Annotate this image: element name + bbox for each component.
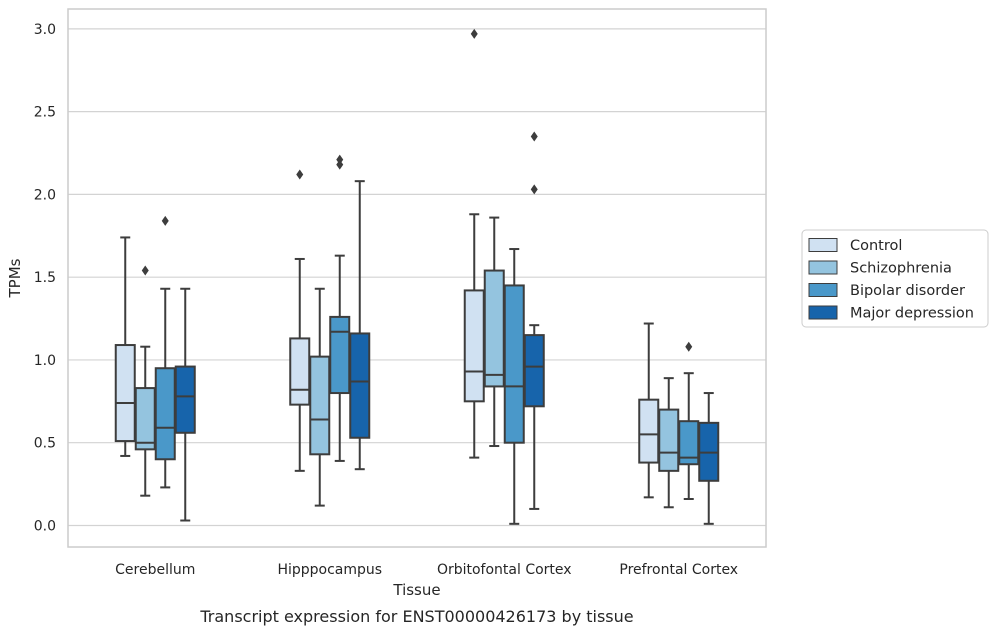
legend-label: Schizophrenia — [850, 261, 952, 277]
legend-frame — [801, 229, 989, 328]
x-axis-ticks: Cerebellum Hipppocampus Orbitofontal Corte… — [115, 562, 738, 578]
box-iqr — [503, 284, 525, 444]
box-iqr — [154, 367, 176, 461]
plot-area-frame — [67, 8, 767, 548]
outlier-point — [336, 154, 344, 165]
box-control — [638, 322, 660, 499]
box-iqr — [114, 344, 136, 443]
box-control — [463, 28, 485, 459]
y-tick-label: 3.0 — [34, 22, 56, 38]
outlier-point — [530, 184, 538, 195]
legend-items: Control Schizophrenia Bipolar disorder Majo… — [808, 238, 974, 322]
outlier-point — [530, 131, 538, 142]
box-iqr — [174, 365, 196, 434]
legend-swatch — [808, 238, 838, 252]
box-major-depression — [349, 180, 371, 471]
box-major-depression — [523, 131, 545, 510]
box-schizophrenia — [134, 265, 156, 497]
box-iqr — [483, 269, 505, 388]
figure-caption: Transcript expression for ENST0000042617… — [199, 607, 633, 626]
legend-swatch — [808, 305, 838, 320]
box-control — [114, 236, 136, 457]
y-axis-label: TPMs — [6, 258, 24, 298]
y-tick-label: 0.5 — [34, 436, 56, 452]
box-schizophrenia — [309, 287, 331, 507]
legend-label: Major depression — [850, 306, 974, 322]
y-tick-label: 1.5 — [34, 270, 56, 286]
box-major-depression — [174, 287, 196, 522]
x-tick-label: Cerebellum — [115, 562, 195, 578]
outlier-point — [470, 28, 478, 39]
outlier-point — [685, 341, 693, 352]
box-bipolar-disorder — [678, 341, 700, 500]
box-iqr — [463, 289, 485, 403]
box-major-depression — [698, 392, 720, 525]
box-schizophrenia — [483, 216, 505, 448]
box-iqr — [638, 398, 660, 464]
outlier-point — [296, 169, 304, 180]
box-bipolar-disorder — [329, 154, 351, 462]
y-tick-label: 1.0 — [34, 353, 56, 369]
y-tick-label: 0.0 — [34, 518, 56, 534]
outlier-point — [161, 215, 169, 226]
y-tick-label: 2.0 — [34, 187, 56, 203]
legend-label: Bipolar disorder — [850, 283, 965, 299]
box-iqr — [658, 408, 680, 472]
box-iqr — [523, 334, 545, 408]
x-axis-label: Tissue — [392, 581, 440, 599]
x-tick-label: Prefrontal Cortex — [619, 562, 738, 578]
legend-swatch — [808, 260, 838, 275]
legend-label: Control — [850, 238, 902, 254]
box-iqr — [289, 337, 311, 406]
box-bipolar-disorder — [503, 248, 525, 525]
box-iqr — [134, 387, 156, 451]
box-iqr — [329, 315, 351, 395]
box-bipolar-disorder — [154, 215, 176, 489]
box-iqr — [349, 332, 371, 439]
outlier-point — [141, 265, 149, 276]
box-control — [289, 169, 311, 472]
box-schizophrenia — [658, 377, 680, 509]
box-plot-layer — [114, 28, 720, 525]
legend: Control Schizophrenia Bipolar disorder Majo… — [801, 229, 989, 328]
y-axis-ticks: 0.0 0.5 1.0 1.5 2.0 2.5 3.0 — [34, 22, 56, 535]
y-tick-label: 2.5 — [34, 105, 56, 121]
x-tick-label: Hipppocampus — [277, 562, 382, 578]
box-iqr — [309, 355, 331, 456]
x-tick-label: Orbitofontal Cortex — [437, 562, 572, 578]
legend-swatch — [808, 283, 838, 297]
